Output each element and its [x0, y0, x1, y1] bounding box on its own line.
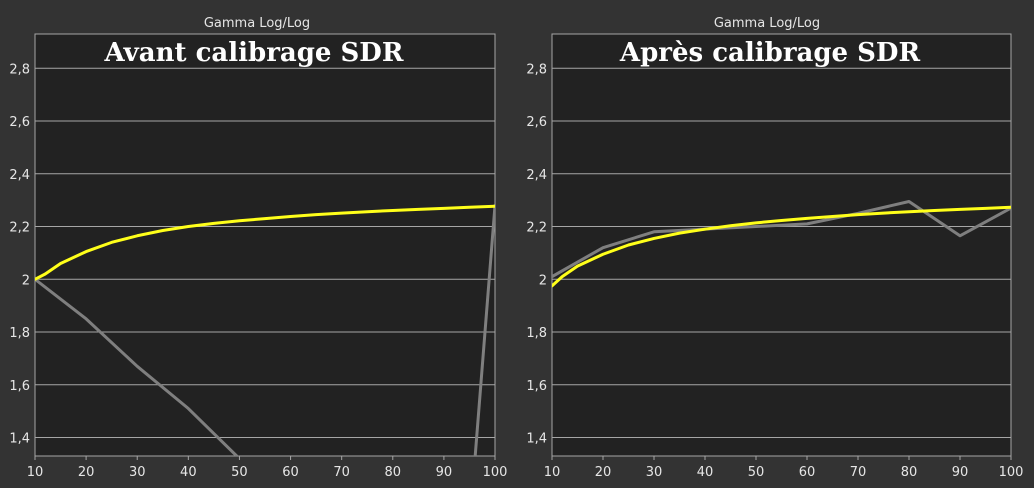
chart-title: Après calibrage SDR: [619, 38, 921, 68]
chart-header: Gamma Log/Log: [204, 16, 310, 31]
y-tick-label: 2,4: [526, 168, 547, 183]
y-tick-label: 1,4: [526, 432, 547, 447]
x-tick-label: 90: [436, 465, 453, 480]
y-tick-label: 2,2: [526, 221, 547, 236]
y-tick-label: 2,2: [9, 221, 30, 236]
y-tick-label: 2,4: [9, 168, 30, 183]
y-tick-label: 1,8: [9, 326, 30, 341]
x-tick-label: 60: [282, 465, 299, 480]
x-tick-label: 80: [385, 465, 402, 480]
y-tick-label: 2: [22, 273, 30, 288]
x-tick-label: 50: [748, 465, 765, 480]
x-tick-label: 100: [999, 465, 1024, 480]
x-tick-label: 30: [646, 465, 663, 480]
chart-header: Gamma Log/Log: [714, 16, 820, 31]
x-tick-label: 40: [697, 465, 714, 480]
x-tick-label: 90: [952, 465, 969, 480]
x-tick-label: 50: [231, 465, 248, 480]
plot-area: [35, 34, 495, 456]
y-tick-label: 2,6: [526, 115, 547, 130]
y-tick-label: 1,8: [526, 326, 547, 341]
x-tick-label: 10: [27, 465, 44, 480]
chart-title: Avant calibrage SDR: [104, 38, 404, 68]
plot-border: [34, 33, 496, 457]
y-tick-label: 2,6: [9, 115, 30, 130]
gamma-chart-before: Gamma Log/Log 1,4 1,6 1,8 2 2,2 2,4 2,6 2,8 10 20 3…: [9, 16, 507, 480]
target-gamma-line: [35, 204, 495, 281]
y-tick-label: 1,6: [9, 379, 30, 394]
x-tick-label: 70: [850, 465, 867, 480]
measured-gamma-line: [35, 203, 495, 456]
gamma-chart-after: Gamma Log/Log 1,4 1,6 1,8 2 2,2 2,4 2,6 2,8 10 20 3…: [526, 16, 1023, 480]
y-tick-label: 2,8: [526, 62, 547, 77]
x-tick-label: 80: [901, 465, 918, 480]
x-tick-label: 70: [333, 465, 350, 480]
x-tick-label: 10: [544, 465, 561, 480]
plot-area: [552, 34, 1011, 456]
x-tick-label: 100: [483, 465, 508, 480]
x-tick-label: 20: [78, 465, 95, 480]
y-tick-label: 1,6: [526, 379, 547, 394]
x-tick-label: 30: [129, 465, 146, 480]
x-tick-label: 40: [180, 465, 197, 480]
y-tick-label: 2: [539, 273, 547, 288]
y-tick-label: 1,4: [9, 432, 30, 447]
target-gamma-line: [552, 205, 1011, 288]
y-tick-label: 2,8: [9, 62, 30, 77]
plot-border: [551, 33, 1012, 457]
x-tick-label: 60: [799, 465, 816, 480]
measured-gamma-line: [552, 199, 1011, 279]
x-tick-label: 20: [595, 465, 612, 480]
